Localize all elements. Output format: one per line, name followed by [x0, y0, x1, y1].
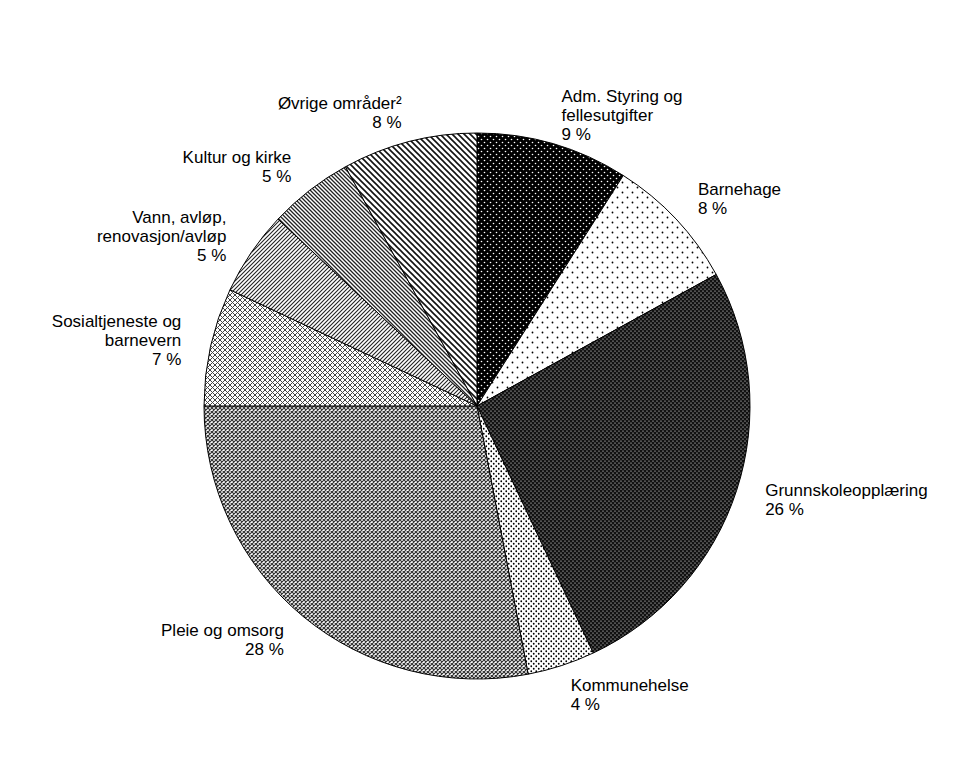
slice-value: 4 % [571, 695, 600, 714]
labels: Adm. Styring ogfellesutgifter9 % Barnehag… [52, 87, 928, 714]
pie-slice [345, 133, 477, 406]
slice-label-line: Kommunehelse [571, 676, 689, 695]
slice-label-line: Barnehage [698, 180, 781, 199]
slice-value: 8 % [698, 199, 727, 218]
slice-label: Barnehage [698, 180, 781, 199]
slice-value: 26 % [765, 500, 804, 519]
slice-value: 5 % [197, 246, 226, 265]
slice-label-line: Adm. Styring og [562, 87, 683, 106]
slice-value: 7 % [152, 350, 181, 369]
slice-label: Grunnskoleopplæring [765, 481, 928, 500]
slice-label-line: renovasjon/avløp [97, 227, 226, 246]
slice-label-line: Øvrige områder² [278, 94, 402, 113]
slice-label: Sosialtjeneste ogbarnevern [52, 312, 181, 350]
slice-label-line: Kultur og kirke [183, 148, 292, 167]
slice-label-line: fellesutgifter [562, 106, 654, 125]
slice-label-line: barnevern [105, 331, 182, 350]
chart: Adm. Styring ogfellesutgifter9 % Barnehag… [0, 0, 964, 761]
slice-value: 5 % [262, 167, 291, 186]
slices [204, 133, 750, 679]
slice-label: Kultur og kirke [183, 148, 292, 167]
slice-label: Kommunehelse [571, 676, 689, 695]
slice-label-line: Pleie og omsorg [161, 621, 284, 640]
slice-value: 8 % [372, 113, 401, 132]
slice-label: Adm. Styring ogfellesutgifter [562, 87, 683, 125]
slice-label-line: Vann, avløp, [132, 208, 226, 227]
slice-label: Øvrige områder² [278, 94, 402, 113]
slice-label: Pleie og omsorg [161, 621, 284, 640]
slice-value: 9 % [562, 125, 591, 144]
slice-label: Vann, avløp,renovasjon/avløp [97, 208, 226, 246]
slice-label-line: Grunnskoleopplæring [765, 481, 928, 500]
slice-label-line: Sosialtjeneste og [52, 312, 181, 331]
slice-value: 28 % [245, 640, 284, 659]
